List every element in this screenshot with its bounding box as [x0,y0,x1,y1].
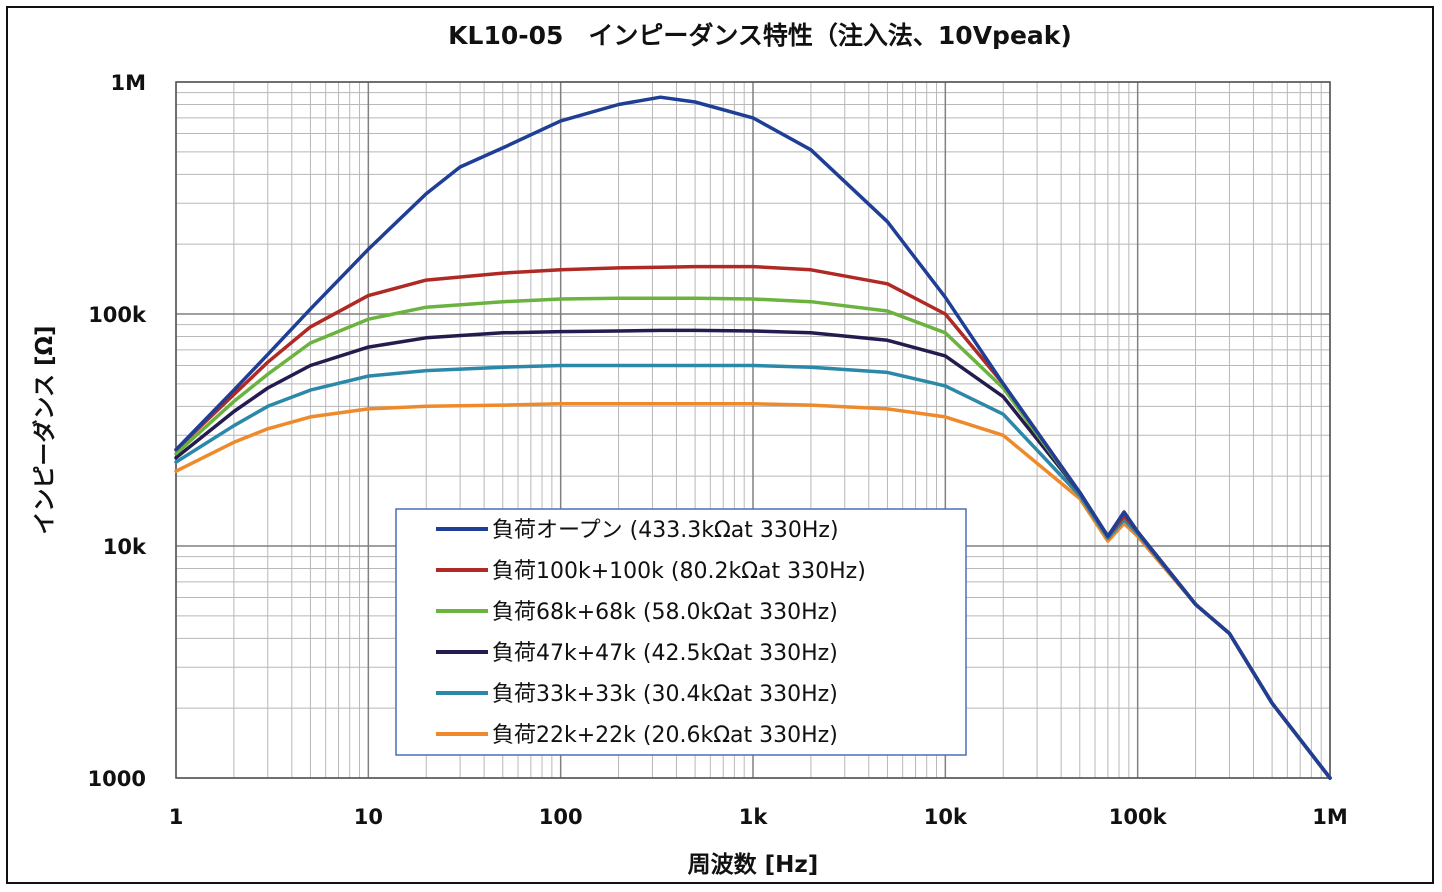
legend-label: 負荷47k+47k (42.5kΩat 330Hz) [492,641,838,666]
y-axis-tick-labels: 1000 10k 100k 1M [88,71,147,791]
y-tick-label: 1M [110,71,146,95]
legend-label: 負荷68k+68k (58.0kΩat 330Hz) [492,600,838,625]
legend-label: 負荷22k+22k (20.6kΩat 330Hz) [492,723,838,748]
legend-box [395,508,967,756]
series-line [174,95,1332,780]
y-tick-label: 10k [103,535,147,559]
legend-items: 負荷オープン (433.3kΩat 330Hz) 負荷100k+100k (80.… [436,518,866,748]
x-tick-label: 10 [354,805,383,829]
x-axis-label: 周波数 [Hz] [688,852,819,878]
y-axis-label: インピーダンス [Ω] [31,325,58,534]
legend-label: 負荷33k+33k (30.4kΩat 330Hz) [492,682,838,707]
x-tick-label: 100k [1109,805,1168,829]
chart-title: KL10-05 インピーダンス特性（注入法、10Vpeak) [448,21,1072,50]
legend-label: 負荷100k+100k (80.2kΩat 330Hz) [492,559,866,584]
x-tick-label: 1k [739,805,769,829]
x-axis-tick-labels: 1 10 100 1k 10k 100k 1M [169,805,1348,829]
x-tick-label: 100 [539,805,583,829]
x-tick-label: 10k [924,805,968,829]
y-tick-label: 100k [88,303,147,327]
x-tick-label: 1M [1312,805,1348,829]
x-tick-label: 1 [169,805,184,829]
y-tick-label: 1000 [88,767,146,791]
legend: 負荷オープン (433.3kΩat 330Hz) 負荷100k+100k (80.… [395,508,967,756]
legend-label: 負荷オープン (433.3kΩat 330Hz) [492,518,839,543]
series-lines [174,95,1332,780]
plot-area-border [175,81,1331,779]
